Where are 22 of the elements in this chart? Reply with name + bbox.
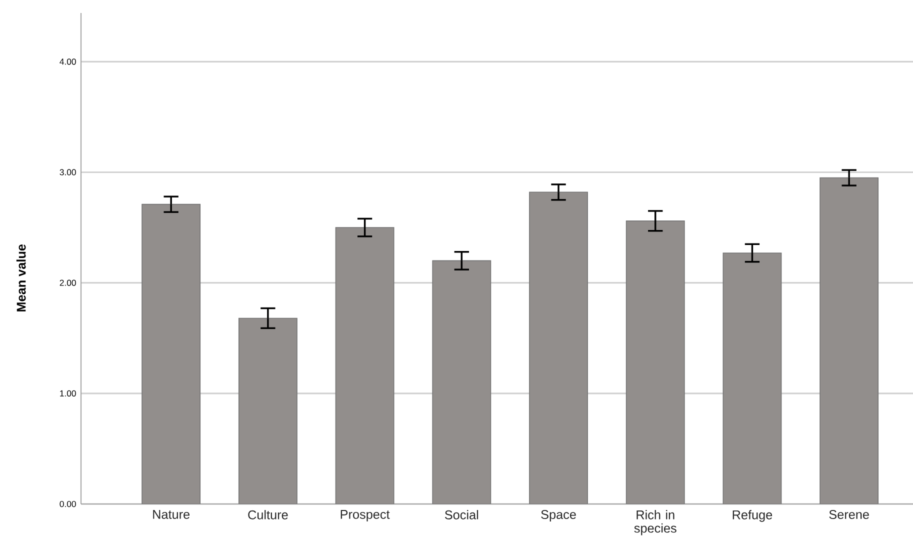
x-tick-label: Nature	[153, 510, 190, 519]
x-tick-label: Social	[444, 510, 478, 520]
bar	[820, 177, 879, 504]
x-tick-label: Serene	[829, 510, 869, 520]
y-axis-title: Mean value	[16, 244, 26, 312]
bar	[722, 252, 782, 504]
bar	[142, 204, 201, 504]
bar	[238, 318, 298, 504]
y-tick-label: 2.00	[60, 280, 76, 286]
x-tick-label: Refuge	[732, 510, 772, 522]
x-tick-label: Prospect	[340, 510, 390, 522]
y-tick-label: 4.00	[60, 58, 76, 65]
x-tick-label: Space	[541, 510, 576, 522]
y-tick-label: 3.00	[60, 169, 76, 176]
y-tick-label: 0.00	[60, 500, 76, 508]
bar	[335, 227, 394, 504]
bar	[432, 260, 492, 504]
bar	[626, 220, 685, 504]
x-tick-label: Rich in species	[634, 510, 676, 536]
bar	[529, 192, 588, 504]
y-tick-label: 1.00	[60, 390, 76, 396]
x-tick-label: Culture	[248, 510, 288, 520]
